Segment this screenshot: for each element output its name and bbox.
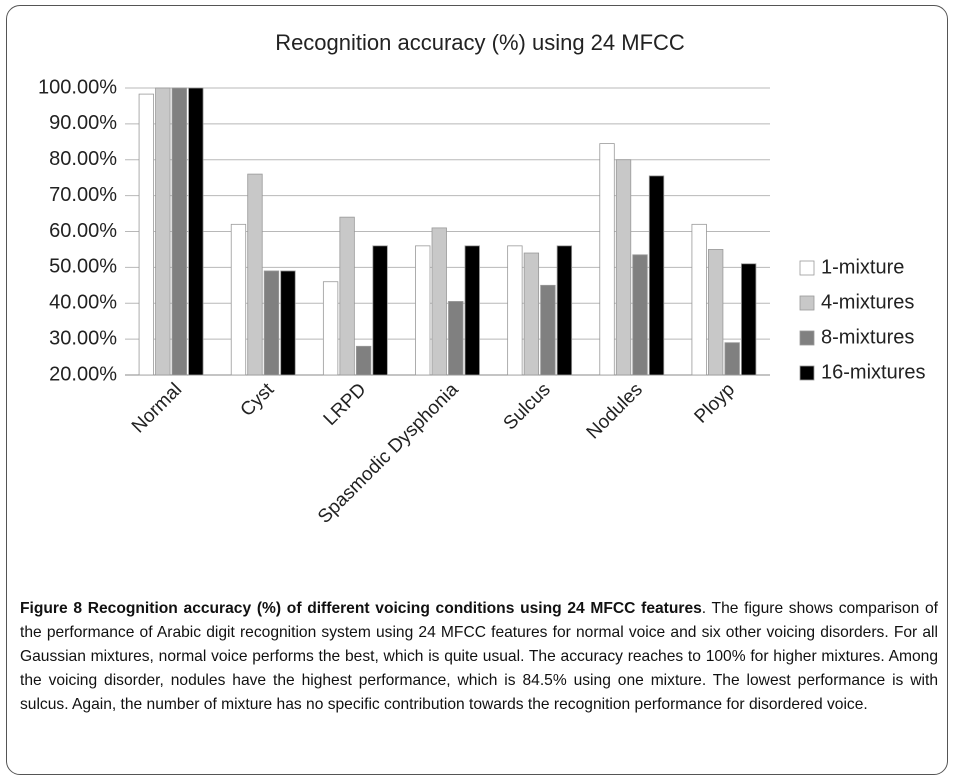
bar bbox=[632, 254, 648, 376]
bar bbox=[155, 87, 171, 376]
x-tick-label: Nodules bbox=[583, 379, 647, 443]
bar bbox=[355, 345, 372, 376]
bar bbox=[615, 159, 632, 376]
bar bbox=[448, 301, 464, 376]
x-tick-label: Sulcus bbox=[500, 379, 555, 434]
figure-frame bbox=[6, 5, 948, 775]
caption: Figure 8 Recognition accuracy (%) of dif… bbox=[20, 597, 938, 717]
legend-label: 16-mixtures bbox=[821, 361, 925, 383]
y-tick-label: 90.00% bbox=[49, 112, 117, 134]
bar bbox=[322, 281, 339, 376]
bar bbox=[599, 143, 615, 376]
y-tick-label: 80.00% bbox=[49, 148, 117, 170]
bar bbox=[708, 249, 724, 376]
y-tick-label: 40.00% bbox=[49, 292, 117, 314]
y-tick-label: 60.00% bbox=[49, 220, 117, 242]
bar bbox=[741, 263, 757, 376]
bar bbox=[188, 87, 204, 376]
bar bbox=[523, 252, 540, 376]
x-tick-label: Cyst bbox=[237, 379, 279, 421]
y-tick-label: 20.00% bbox=[49, 363, 117, 385]
bar bbox=[171, 87, 187, 376]
caption-title: Recognition accuracy (%) of different vo… bbox=[87, 600, 702, 617]
x-tick-label: Ployp bbox=[691, 379, 739, 427]
bar bbox=[724, 342, 740, 376]
bar bbox=[507, 245, 523, 376]
caption-label: Figure 8 bbox=[20, 600, 83, 617]
bar bbox=[280, 270, 296, 376]
bar bbox=[415, 245, 431, 376]
bar bbox=[556, 245, 573, 376]
y-tick-label: 70.00% bbox=[49, 184, 117, 206]
bar bbox=[648, 175, 665, 376]
bar bbox=[431, 227, 447, 376]
legend-swatch bbox=[799, 330, 815, 346]
legend-swatch bbox=[799, 260, 815, 276]
bar bbox=[247, 173, 263, 376]
bar bbox=[263, 270, 280, 376]
y-tick-label: 30.00% bbox=[49, 327, 117, 349]
x-tick-label: Normal bbox=[128, 379, 186, 437]
bar bbox=[138, 93, 154, 376]
legend-label: 8-mixtures bbox=[821, 326, 914, 348]
y-tick-label: 50.00% bbox=[49, 256, 117, 278]
bar bbox=[540, 284, 556, 376]
bar bbox=[230, 223, 247, 376]
chart-title: Recognition accuracy (%) using 24 MFCC bbox=[275, 30, 685, 55]
legend-label: 4-mixtures bbox=[821, 291, 914, 313]
chart: Recognition accuracy (%) using 24 MFCC 2… bbox=[38, 30, 925, 528]
bar bbox=[372, 245, 388, 376]
bar bbox=[339, 216, 355, 376]
caption-text: . The figure shows comparison of the per… bbox=[20, 600, 939, 713]
x-tick-label: LRPD bbox=[320, 379, 371, 430]
legend-label: 1-mixture bbox=[821, 256, 904, 278]
legend-swatch bbox=[799, 365, 815, 381]
bar bbox=[464, 245, 480, 376]
legend-swatch bbox=[799, 295, 815, 311]
bar bbox=[691, 223, 707, 376]
y-tick-label: 100.00% bbox=[38, 76, 117, 98]
